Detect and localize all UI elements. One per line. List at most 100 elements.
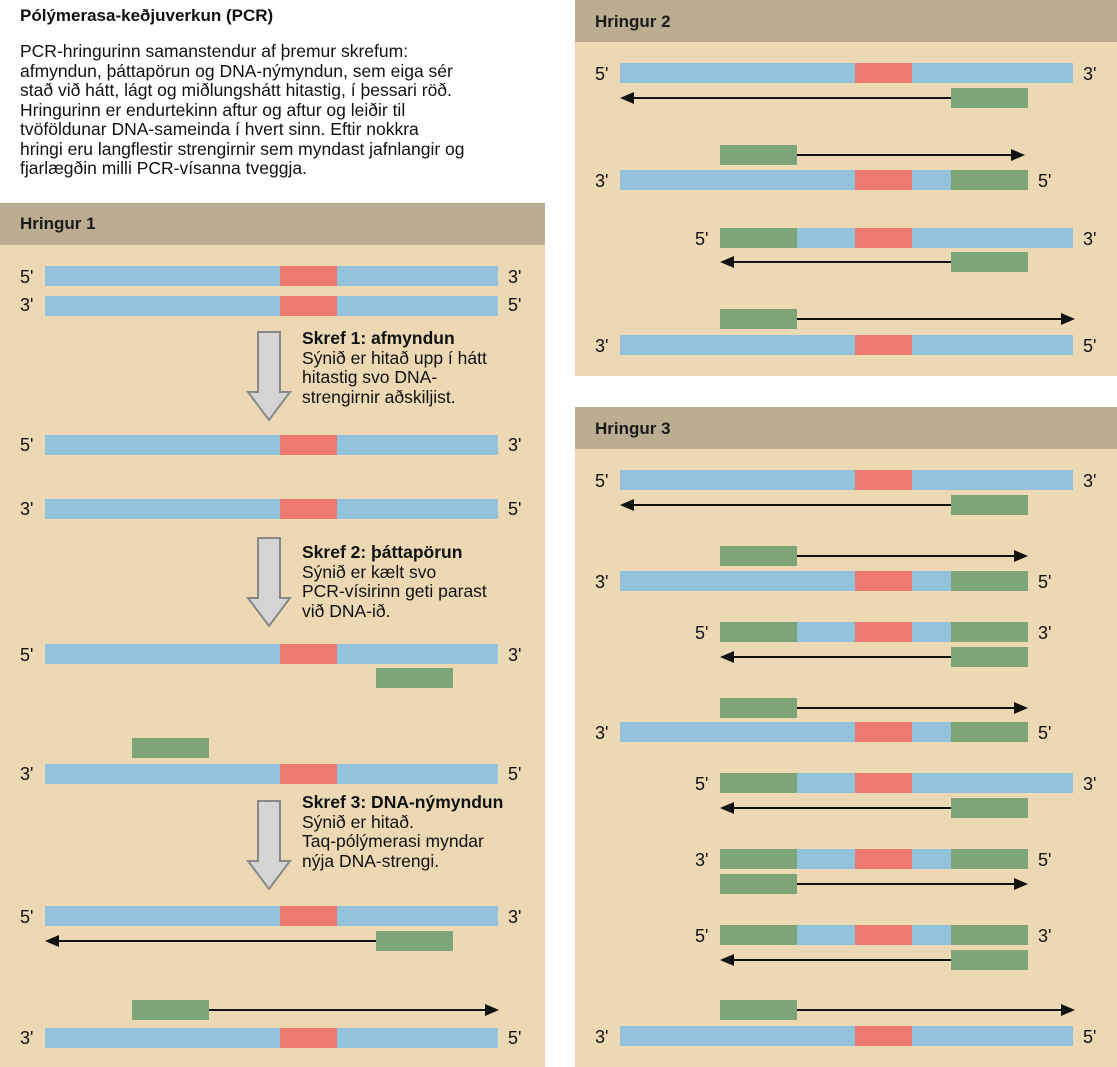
dna-strand-top (45, 644, 498, 664)
page-title: Pólýmerasa-keðjuverkun (PCR) (20, 6, 274, 25)
cycle2-panel: Hringur 2 5' 3' 3' 5' 5' 3' 3' 5' (575, 0, 1117, 376)
label-5prime: 5' (595, 64, 609, 84)
label-3prime: 3' (508, 645, 522, 665)
label-3prime: 3' (20, 1028, 34, 1048)
target-region (855, 849, 912, 869)
new-strand-arrow (733, 261, 951, 263)
dna-strand-bottom (45, 1028, 498, 1048)
intro-line: Hringurinn er endurtekinn aftur og aftur… (20, 99, 406, 120)
label-3prime: 3' (595, 572, 609, 592)
new-strand-arrow (633, 504, 951, 506)
label-3prime: 3' (508, 907, 522, 927)
label-3prime: 3' (1038, 926, 1052, 946)
label-5prime: 5' (20, 907, 34, 927)
arrowhead-left-icon (720, 954, 734, 966)
label-3prime: 3' (1083, 774, 1097, 794)
target-region (855, 228, 912, 248)
dna-strand (620, 722, 1028, 742)
label-5prime: 5' (1083, 1027, 1097, 1047)
step2-line: Sýnið er kælt svo (302, 561, 437, 582)
new-strand-arrow (58, 940, 376, 942)
primer (951, 798, 1028, 818)
dna-strand-top (45, 435, 498, 455)
new-strand-arrow (797, 707, 1015, 709)
label-3prime: 3' (1083, 64, 1097, 84)
arrowhead-right-icon (1011, 149, 1025, 161)
dna-strand-top (45, 906, 498, 926)
primer (951, 950, 1028, 970)
arrowhead-right-icon (1014, 878, 1028, 890)
label-5prime: 5' (508, 295, 522, 315)
intro-line: hringi eru langflestir strengirnir sem m… (20, 138, 465, 159)
step3-line: Sýnið er hitað. (302, 811, 414, 832)
label-5prime: 5' (1038, 572, 1052, 592)
primer-region (951, 571, 1028, 591)
primer (951, 252, 1028, 272)
primer (132, 738, 209, 758)
cycle1-panel: Hringur 1 Skref 1: afmyndun Sýnið er hit… (0, 203, 545, 1067)
label-3prime: 3' (595, 1027, 609, 1047)
primer-region (720, 773, 797, 793)
label-5prime: 5' (1038, 850, 1052, 870)
label-3prime: 3' (1038, 623, 1052, 643)
primer-region (951, 622, 1028, 642)
target-region (855, 335, 912, 355)
label-5prime: 5' (1038, 723, 1052, 743)
dna-strand (620, 335, 1073, 355)
label-5prime: 5' (595, 471, 609, 491)
arrowhead-left-icon (620, 499, 634, 511)
new-strand-arrow (797, 883, 1015, 885)
target-region (855, 1026, 912, 1046)
cycle1-header: Hringur 1 (0, 203, 545, 245)
target-region (280, 435, 337, 455)
new-strand-arrow (797, 555, 1015, 557)
arrowhead-left-icon (720, 802, 734, 814)
step3-line: Taq-pólýmerasi myndar (302, 831, 484, 851)
new-strand-arrow (797, 1009, 1062, 1011)
dna-strand-bottom (45, 499, 498, 519)
target-region (280, 296, 337, 316)
step1-title: Skref 1: afmyndun (302, 328, 455, 348)
primer-region (720, 622, 797, 642)
primer-region (720, 925, 797, 945)
primer (720, 546, 797, 566)
dna-strand (620, 63, 1073, 83)
label-5prime: 5' (1038, 171, 1052, 191)
target-region (280, 764, 337, 784)
intro-text: PCR-hringurinn samanstendur af þremur sk… (20, 41, 540, 179)
label-3prime: 3' (1083, 471, 1097, 491)
dna-strand (620, 571, 1028, 591)
label-5prime: 5' (508, 1028, 522, 1048)
label-3prime: 3' (695, 850, 709, 870)
intro-line: stað við hátt, lágt og miðlungshátt hita… (20, 80, 452, 100)
new-strand-arrow (633, 97, 951, 99)
step2-text: Skref 2: þáttapörun Sýnið er kælt svo PC… (302, 542, 487, 621)
step3-title: Skref 3: DNA-nýmyndun (302, 792, 504, 812)
target-region (855, 63, 912, 83)
primer (720, 145, 797, 165)
step2-line: við DNA-ið. (302, 600, 391, 621)
dna-strand (620, 1026, 1073, 1046)
label-3prime: 3' (595, 171, 609, 191)
primer-region (720, 228, 797, 248)
primer (720, 698, 797, 718)
step1-text: Skref 1: afmyndun Sýnið er hitað upp í h… (302, 328, 487, 407)
arrowhead-right-icon (1061, 313, 1075, 325)
primer (951, 495, 1028, 515)
label-5prime: 5' (695, 229, 709, 249)
target-region (280, 499, 337, 519)
arrowhead-right-icon (1061, 1004, 1075, 1016)
primer (720, 1000, 797, 1020)
new-strand-arrow (797, 154, 1012, 156)
label-3prime: 3' (20, 499, 34, 519)
primer (720, 874, 797, 894)
label-5prime: 5' (695, 926, 709, 946)
primer (951, 88, 1028, 108)
cycle3-panel: Hringur 3 5' 3' 3' 5' 5' 3' 3' 5' 5' 3' … (575, 407, 1117, 1067)
intro-line: afmyndun, þáttapörun og DNA-nýmyndun, se… (20, 60, 453, 81)
label-5prime: 5' (508, 764, 522, 784)
arrowhead-left-icon (720, 256, 734, 268)
target-region (280, 266, 337, 286)
step3-line: nýja DNA-strengi. (302, 850, 440, 871)
label-5prime: 5' (695, 774, 709, 794)
